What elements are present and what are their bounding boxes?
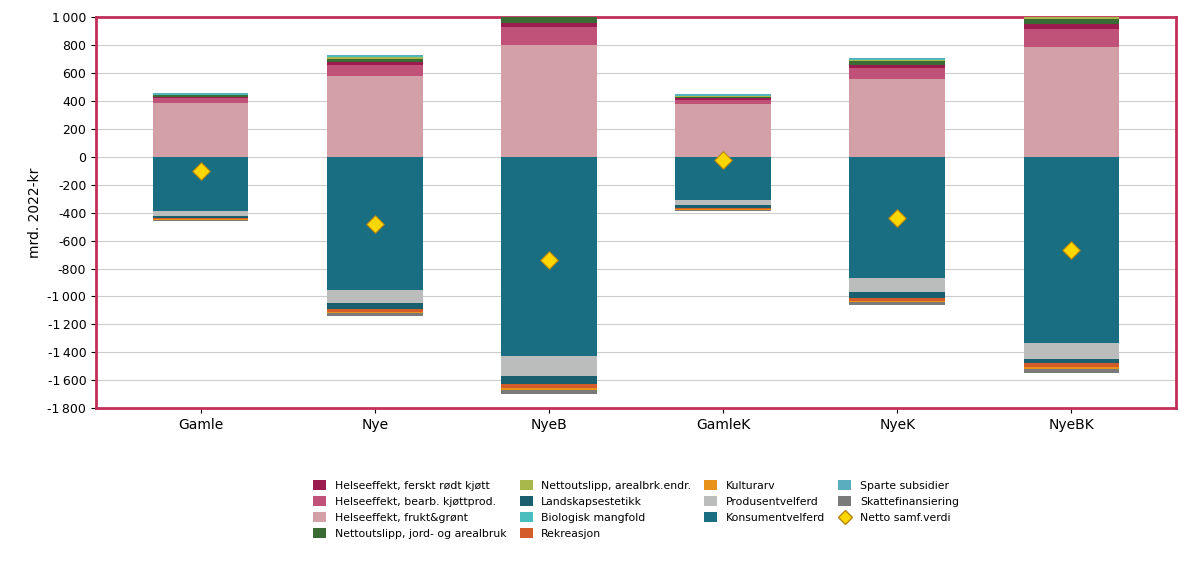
Point (365, 219, 384, 229)
Bar (152, 212, 248, 216)
Bar (676, 98, 772, 100)
Bar (152, 220, 248, 221)
Bar (1024, 17, 1120, 19)
Bar (502, 23, 596, 27)
Bar (326, 309, 422, 312)
Bar (326, 157, 422, 290)
Bar (502, 390, 596, 395)
Bar (850, 68, 946, 79)
Bar (850, 58, 946, 59)
Bar (850, 301, 946, 302)
Bar (152, 93, 248, 94)
Bar (850, 292, 946, 298)
Bar (850, 157, 946, 278)
Bar (152, 99, 248, 103)
Bar (502, 388, 596, 390)
Bar (152, 96, 248, 97)
Point (1062, 246, 1081, 255)
Bar (1024, 359, 1120, 363)
Bar (1024, 157, 1120, 343)
Bar (1024, 343, 1120, 359)
Bar (326, 313, 422, 317)
Bar (1024, 15, 1120, 17)
Point (539, 255, 558, 265)
Bar (1024, 19, 1120, 24)
Bar (850, 278, 946, 292)
Bar (502, 12, 596, 14)
Bar (850, 61, 946, 65)
Bar (1024, 24, 1120, 29)
Bar (326, 76, 422, 157)
Bar (1024, 367, 1120, 368)
Bar (152, 94, 248, 96)
Bar (502, 356, 596, 376)
Bar (502, 157, 596, 356)
Bar (676, 208, 772, 209)
Bar (850, 302, 946, 305)
Bar (1024, 47, 1120, 157)
Bar (326, 304, 422, 309)
Bar (676, 96, 772, 97)
Bar (676, 94, 772, 96)
Bar (326, 57, 422, 59)
Bar (1024, 368, 1120, 373)
Bar (676, 205, 772, 208)
Point (191, 166, 210, 175)
Bar (326, 312, 422, 313)
Bar (850, 65, 946, 68)
Bar (1024, 363, 1120, 367)
Bar (676, 100, 772, 104)
Bar (326, 59, 422, 62)
Bar (676, 157, 772, 200)
Bar (152, 157, 248, 212)
Point (714, 155, 733, 164)
Bar (326, 290, 422, 304)
Bar (1024, 29, 1120, 47)
Bar (676, 97, 772, 98)
Y-axis label: mrd. 2022-kr: mrd. 2022-kr (28, 167, 42, 258)
Bar (152, 216, 248, 219)
Bar (152, 103, 248, 157)
Bar (502, 376, 596, 384)
Legend: Helseeffekt, ferskt rødt kjøtt, Helseeffekt, bearb. kjøttprod., Helseeffekt, fru: Helseeffekt, ferskt rødt kjøtt, Helseeff… (308, 476, 964, 543)
Bar (850, 60, 946, 61)
Bar (502, 14, 596, 15)
Bar (850, 298, 946, 301)
Bar (502, 15, 596, 17)
Bar (502, 45, 596, 157)
Bar (502, 384, 596, 388)
Bar (502, 27, 596, 45)
Bar (326, 65, 422, 76)
Bar (326, 62, 422, 65)
Bar (326, 56, 422, 57)
Bar (1024, 13, 1120, 15)
Point (888, 214, 907, 223)
Bar (850, 79, 946, 157)
Bar (152, 97, 248, 99)
Bar (850, 59, 946, 60)
Bar (676, 209, 772, 210)
Bar (676, 200, 772, 205)
Bar (676, 104, 772, 157)
Bar (326, 55, 422, 56)
Bar (502, 17, 596, 23)
